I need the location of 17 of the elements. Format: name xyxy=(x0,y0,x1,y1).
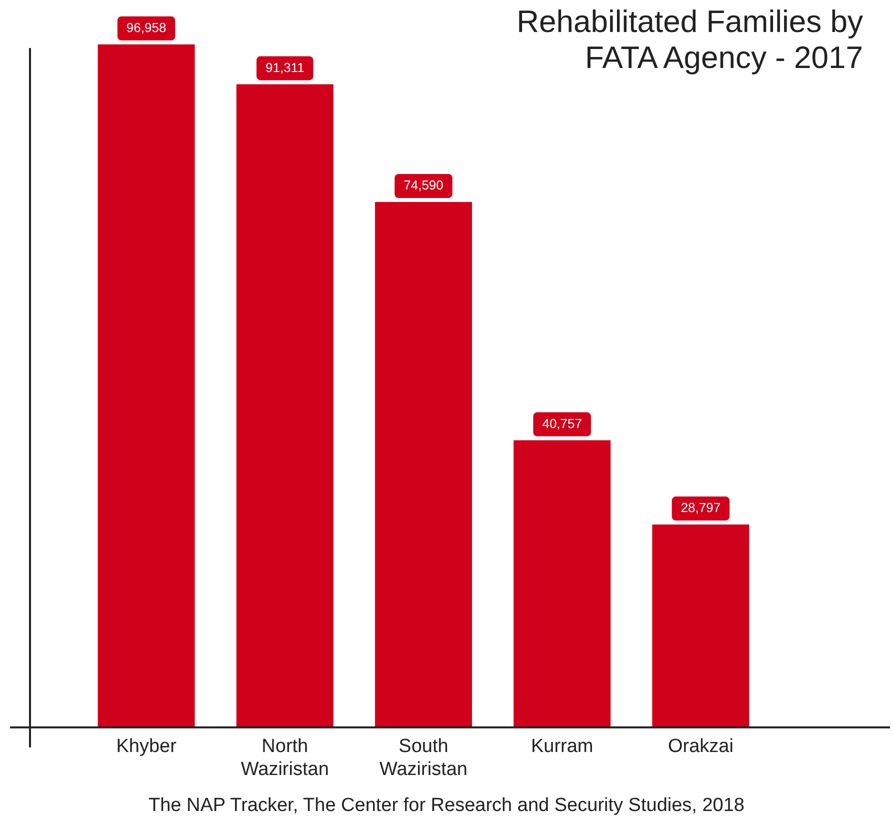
text: The NAP Tracker, The Center for Research and Security Studies, 2018 xyxy=(148,795,746,817)
x-tick-label: Kurram xyxy=(530,736,594,758)
x-tick-label: North Waziristan xyxy=(240,736,329,780)
bar xyxy=(98,44,195,728)
data-label: 91,311 xyxy=(266,60,304,75)
data-label: 74,590 xyxy=(404,178,444,193)
bar xyxy=(514,440,611,728)
data-label: 96,958 xyxy=(126,20,166,36)
bar xyxy=(374,202,472,728)
bar xyxy=(652,524,750,728)
data-label: 40,757 xyxy=(542,416,582,431)
chart-title: Rehabilitated Families by FATA Agency - 2017 xyxy=(516,4,863,76)
x-tick-label: Orakzai xyxy=(668,736,734,758)
x-tick-label: Khyber xyxy=(116,736,178,758)
bar xyxy=(236,84,334,728)
data-label: 28,797 xyxy=(680,500,721,516)
x-tick-label: South Waziristan xyxy=(380,736,468,780)
